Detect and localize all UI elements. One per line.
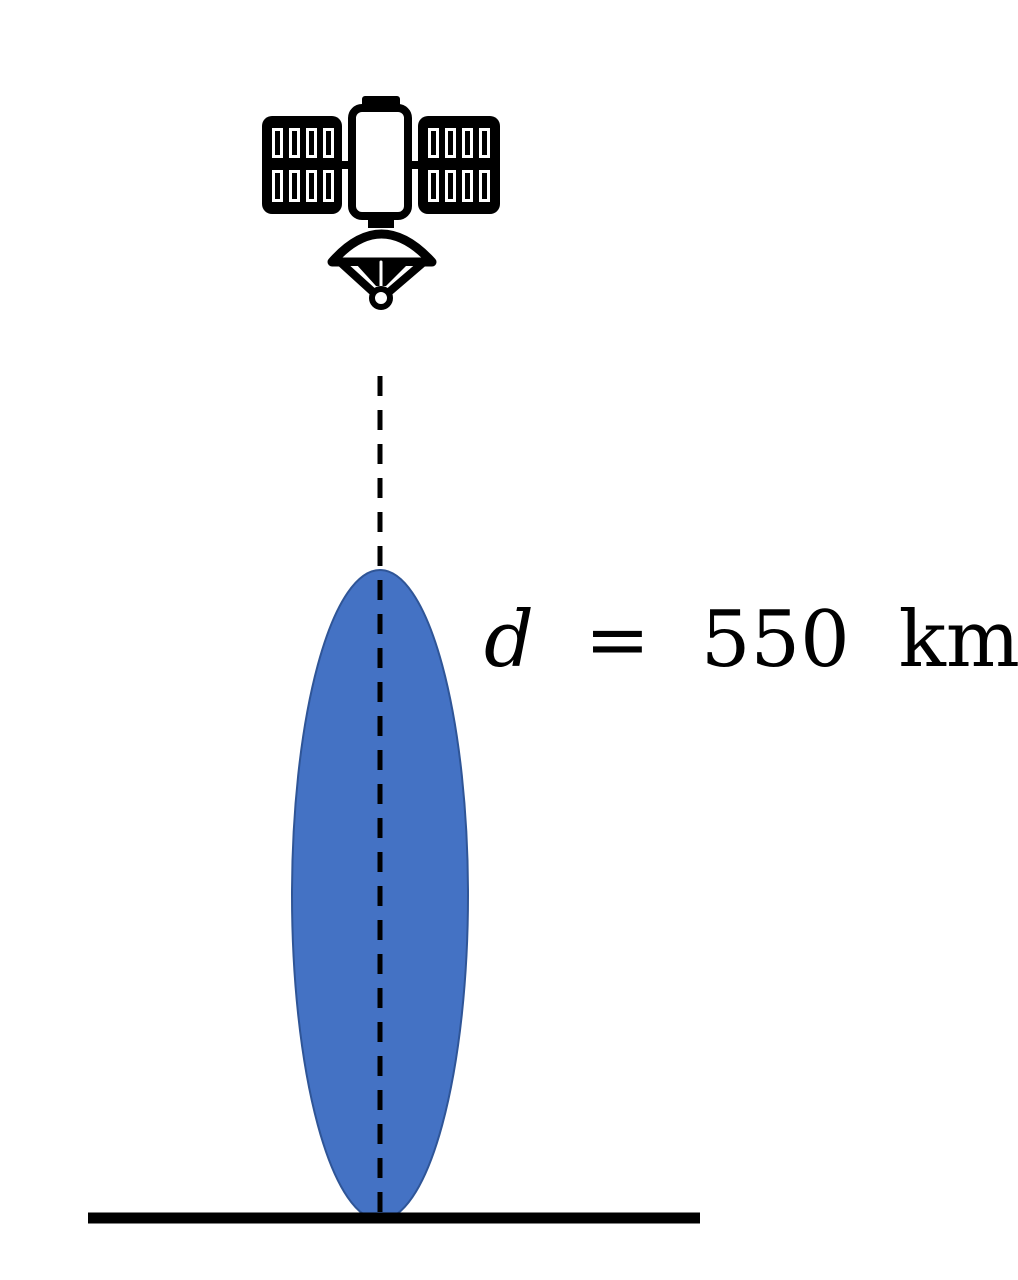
distance-value: 550 <box>701 595 850 685</box>
distance-unit: km <box>899 595 1018 685</box>
distance-label: d = 550 km <box>484 595 1018 685</box>
satellite-icon <box>262 96 500 310</box>
distance-equals: = <box>585 595 650 685</box>
distance-variable: d <box>484 595 534 685</box>
